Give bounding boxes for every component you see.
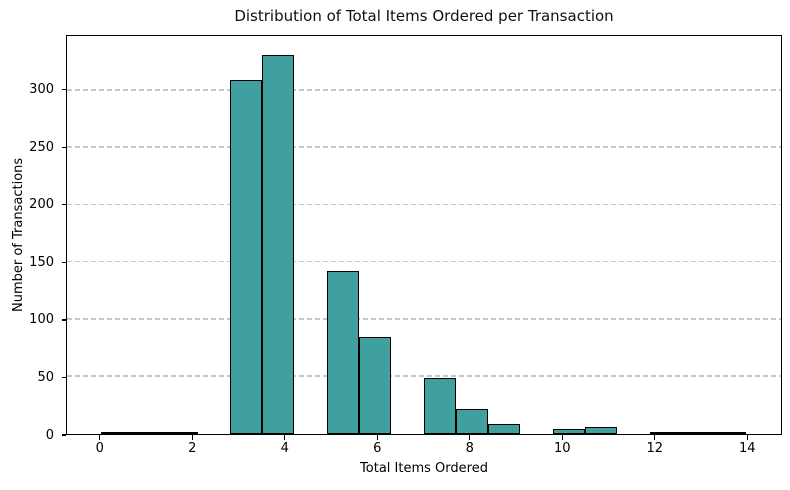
x-tick-mark [284, 435, 286, 440]
x-tick-mark [746, 435, 748, 440]
y-tick-mark [61, 376, 66, 379]
x-tick-mark [469, 435, 471, 440]
gridline-y-100 [67, 318, 781, 320]
x-tick-mark [561, 435, 563, 440]
x-tick-label: 12 [646, 441, 664, 456]
histogram-bar [229, 80, 263, 434]
histogram-bar [455, 408, 489, 434]
histogram-bar [681, 432, 715, 434]
x-tick-mark [99, 435, 101, 440]
y-tick-label: 0 [45, 427, 54, 443]
x-tick-label: 8 [465, 441, 474, 456]
y-tick-label: 300 [29, 82, 54, 98]
histogram-bar [165, 431, 198, 434]
histogram-bar [552, 429, 585, 434]
histogram-bar [714, 431, 747, 434]
histogram-bar [262, 55, 295, 434]
plot-area [66, 35, 782, 435]
x-tick-mark [654, 435, 656, 440]
chart-title: Distribution of Total Items Ordered per … [234, 7, 614, 25]
y-tick-label: 100 [29, 312, 54, 328]
gridline-y-50 [67, 375, 781, 377]
x-tick-mark [376, 435, 378, 440]
gridline-y-250 [67, 146, 781, 148]
x-tick-label: 10 [554, 441, 571, 456]
bars-layer [67, 36, 781, 434]
gridline-y-200 [67, 203, 781, 206]
histogram-bar [584, 427, 618, 434]
y-tick-label: 150 [29, 254, 54, 270]
histogram-bar [423, 377, 456, 434]
y-tick-mark [61, 319, 66, 321]
y-tick-mark [61, 434, 66, 436]
x-axis-label: Total Items Ordered [360, 461, 488, 476]
x-tick-label: 0 [95, 441, 104, 456]
histogram-bar [649, 431, 682, 434]
histogram-bar [326, 271, 359, 434]
y-tick-mark [61, 89, 66, 91]
x-axis: 0 2 4 6 8 10 12 14 [66, 435, 782, 461]
gridline-y-150 [67, 260, 781, 263]
x-tick-mark [191, 435, 193, 440]
x-tick-label: 6 [373, 441, 382, 456]
histogram-bar [358, 336, 392, 434]
x-tick-label: 4 [280, 441, 289, 456]
gridline-y-300 [67, 89, 781, 91]
y-tick-mark [61, 204, 66, 206]
y-tick-label: 250 [29, 139, 54, 155]
histogram-bar [132, 431, 166, 434]
y-tick-label: 50 [37, 369, 54, 385]
histogram-bar [488, 423, 521, 434]
y-tick-mark [61, 146, 66, 148]
y-tick-mark [61, 261, 66, 263]
x-tick-label: 2 [188, 441, 197, 456]
histogram-bar [100, 432, 133, 434]
gridlines-layer [67, 36, 781, 434]
y-axis: 0 50 100 150 200 250 300 [0, 35, 66, 443]
x-tick-label: 14 [739, 441, 756, 456]
y-tick-label: 200 [29, 197, 54, 213]
